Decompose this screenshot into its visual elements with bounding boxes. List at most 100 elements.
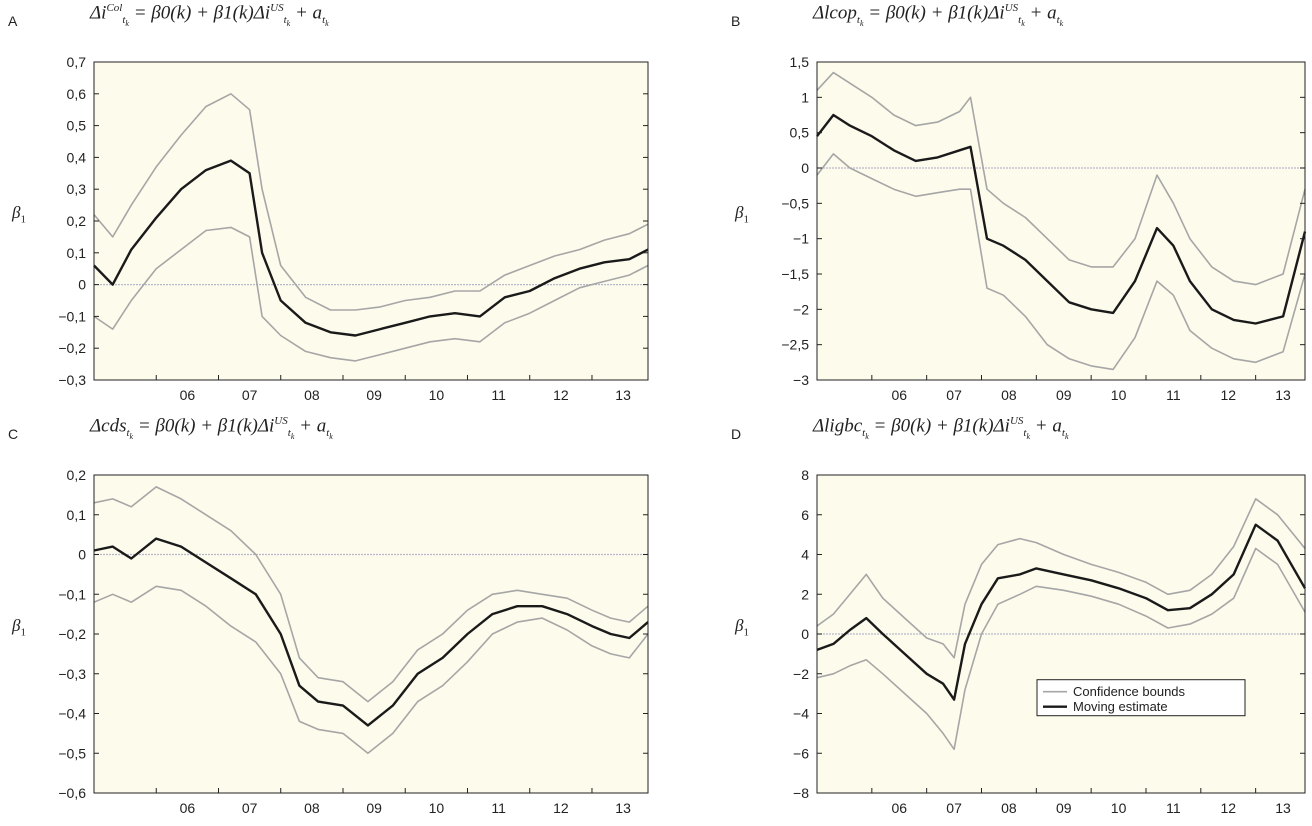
- legend-box: [1036, 679, 1246, 717]
- panel-b-ytick-label: −1,5: [781, 266, 809, 282]
- panel-a-ytick-label: −0,1: [58, 308, 86, 324]
- panel-d-series-moving-estimate: [816, 523, 1307, 701]
- panel-d-ytick-label: −2: [793, 666, 809, 682]
- panel-a-ytick-label: −0,3: [58, 372, 86, 388]
- panel-d-xtick-label: 07: [946, 800, 962, 816]
- panel-a-xtick-label: 11: [491, 387, 506, 403]
- panel-b-xtick-label: 06: [891, 387, 907, 403]
- panel-b-ytick-label: 0: [801, 160, 809, 176]
- legend-label-confidence-bounds: Confidence bounds: [1073, 684, 1186, 699]
- panel-b-series-confidence-bound-1: [816, 71, 1306, 286]
- panel-c-xtick-label: 13: [615, 800, 631, 816]
- panel-c-xtick-label: 11: [491, 800, 506, 816]
- panel-b-series-moving-estimate: [816, 113, 1307, 325]
- panel-b-letter: B: [731, 13, 741, 29]
- panel-a-xtick-label: 08: [304, 387, 320, 403]
- panel-c-letter: C: [8, 426, 19, 442]
- panel-a-ytick-label: −0,2: [58, 340, 86, 356]
- panel-d-letter: D: [731, 426, 742, 442]
- panel-d-title: Δligbctk = β0(k) + β1(k)ΔiUStk + atk: [813, 415, 1069, 442]
- panel-c-plot: 0,2 0,1 0 −0,1 −0,2 −0,3 −0,4 −0,5 −0,6 06 07 08 09 1…: [58, 467, 649, 816]
- panel-c-ytick-label: 0,2: [67, 467, 87, 483]
- panel-d-ytick-label: −6: [793, 745, 809, 761]
- panel-b-ytick-label: −1: [793, 231, 809, 247]
- panel-d-xtick-label: 11: [1166, 800, 1181, 816]
- panel-a-ytick-label: 0,1: [67, 245, 87, 261]
- panel-b-xtick-label: 12: [1220, 387, 1236, 403]
- panel-b-ytick-label: −2: [793, 301, 809, 317]
- panel-c-ytick-label: 0,1: [67, 507, 87, 523]
- panel-d-ytick-label: 8: [801, 467, 809, 483]
- panel-c-series-confidence-bound-2: [93, 585, 649, 755]
- panel-b-ytick-label: 0,5: [790, 125, 810, 141]
- panel-a-series-moving-estimate: [93, 159, 649, 337]
- panel-b-plot: 1,5 1 0,5 0 −0,5 −1 −1,5 −2 −2,5 −3 06 07 08 09 10 11 12…: [781, 54, 1307, 403]
- panel-a-ytick-label: 0,5: [67, 118, 87, 134]
- panel-c-title: Δcdstk = β0(k) + β1(k)ΔiUStk + atk: [90, 415, 333, 442]
- panel-a-xtick-label: 07: [242, 387, 258, 403]
- panel-d-ytick-label: 6: [801, 507, 809, 523]
- panel-d-ylabel: β1: [735, 616, 749, 639]
- panel-a-ylabel: β1: [12, 203, 26, 226]
- panel-a-plot: 0,7 0,6 0,5 0,4 0,3 0,2 0,1 0 −0,1 −0,2 −0,3 06 07 08…: [58, 54, 649, 403]
- panel-b-ytick-label: 1: [801, 89, 809, 105]
- panel-c-ytick-label: 0: [78, 547, 86, 563]
- panel-a-letter: A: [8, 13, 18, 29]
- panel-b-title: Δlcoptk = β0(k) + β1(k)ΔiUStk + atk: [813, 2, 1064, 29]
- panel-d-plot: 8 6 4 2 0 −2 −4 −6 −8 06 07 08 09 10 11 12 13 Confidence …: [793, 467, 1307, 816]
- panel-d-xtick-label: 13: [1275, 800, 1291, 816]
- panel-c-ytick-label: −0,2: [58, 626, 86, 642]
- panel-b-xtick-label: 09: [1056, 387, 1072, 403]
- legend-label-moving-estimate: Moving estimate: [1073, 699, 1168, 714]
- panel-a-plot-area: [94, 62, 648, 380]
- panel-d-ytick-label: −8: [793, 785, 809, 801]
- panel-a-xtick-label: 06: [180, 387, 196, 403]
- panel-a-xtick-label: 13: [615, 387, 631, 403]
- panel-b-ylabel: β1: [735, 203, 749, 226]
- panel-a-title: ΔiColtk = β0(k) + β1(k)ΔiUStk + atk: [90, 2, 329, 29]
- panel-d-xtick-label: 09: [1056, 800, 1072, 816]
- panel-d-ytick-label: 0: [801, 626, 809, 642]
- panel-c-ytick-label: −0,3: [58, 666, 86, 682]
- panel-a-series-confidence-bound-2: [93, 226, 649, 362]
- panel-b: B Δlcoptk = β0(k) + β1(k)ΔiUStk + atk β1…: [723, 0, 1312, 413]
- panel-c-series-confidence-bound-1: [93, 486, 649, 703]
- panel-c-ytick-label: −0,4: [58, 706, 86, 722]
- panel-d-xtick-label: 12: [1220, 800, 1236, 816]
- panel-a-ytick-label: 0: [78, 277, 86, 293]
- panel-d-series-confidence-bound-1: [816, 498, 1306, 659]
- panel-b-ytick-label: 1,5: [790, 54, 810, 70]
- panel-c-xtick-label: 10: [429, 800, 445, 816]
- panel-b-xtick-label: 13: [1275, 387, 1291, 403]
- panel-b-xtick-label: 10: [1111, 387, 1127, 403]
- panel-a-ytick-label: 0,6: [67, 86, 87, 102]
- panel-b-ytick-label: −3: [793, 372, 809, 388]
- panel-c-ylabel: β1: [12, 616, 26, 639]
- panel-b-ytick-label: −2,5: [781, 337, 809, 353]
- panel-c-xtick-label: 07: [242, 800, 258, 816]
- panel-b-series-confidence-bound-2: [816, 153, 1306, 371]
- panel-c-ytick-label: −0,5: [58, 745, 86, 761]
- panel-c-xtick-label: 06: [180, 800, 196, 816]
- panel-a-ytick-label: 0,2: [67, 213, 87, 229]
- panel-d-ytick-label: 2: [801, 586, 809, 602]
- panel-a-xtick-label: 09: [366, 387, 382, 403]
- panel-d: D Δligbctk = β0(k) + β1(k)ΔiUStk + atk β…: [723, 413, 1312, 826]
- panel-a: A ΔiColtk = β0(k) + β1(k)ΔiUStk + atk β1…: [0, 0, 656, 413]
- panel-c-ytick-label: −0,1: [58, 586, 86, 602]
- panel-a-ytick-label: 0,4: [67, 149, 87, 165]
- panel-d-ytick-label: −4: [793, 706, 809, 722]
- panel-b-ytick-label: −0,5: [781, 195, 809, 211]
- panel-b-xtick-label: 07: [946, 387, 962, 403]
- panel-d-xtick-label: 08: [1001, 800, 1017, 816]
- panel-d-series-confidence-bound-2: [816, 547, 1306, 751]
- panel-c-xtick-label: 12: [553, 800, 569, 816]
- panel-b-plot-area: [817, 62, 1305, 380]
- panel-c-ytick-label: −0,6: [58, 785, 86, 801]
- panel-a-ytick-label: 0,3: [67, 181, 87, 197]
- panel-c-xtick-label: 08: [304, 800, 320, 816]
- panel-d-ytick-label: 4: [801, 547, 809, 563]
- panel-b-xtick-label: 08: [1001, 387, 1017, 403]
- panel-c: C Δcdstk = β0(k) + β1(k)ΔiUStk + atk β1 …: [0, 413, 656, 826]
- panel-b-xtick-label: 11: [1166, 387, 1181, 403]
